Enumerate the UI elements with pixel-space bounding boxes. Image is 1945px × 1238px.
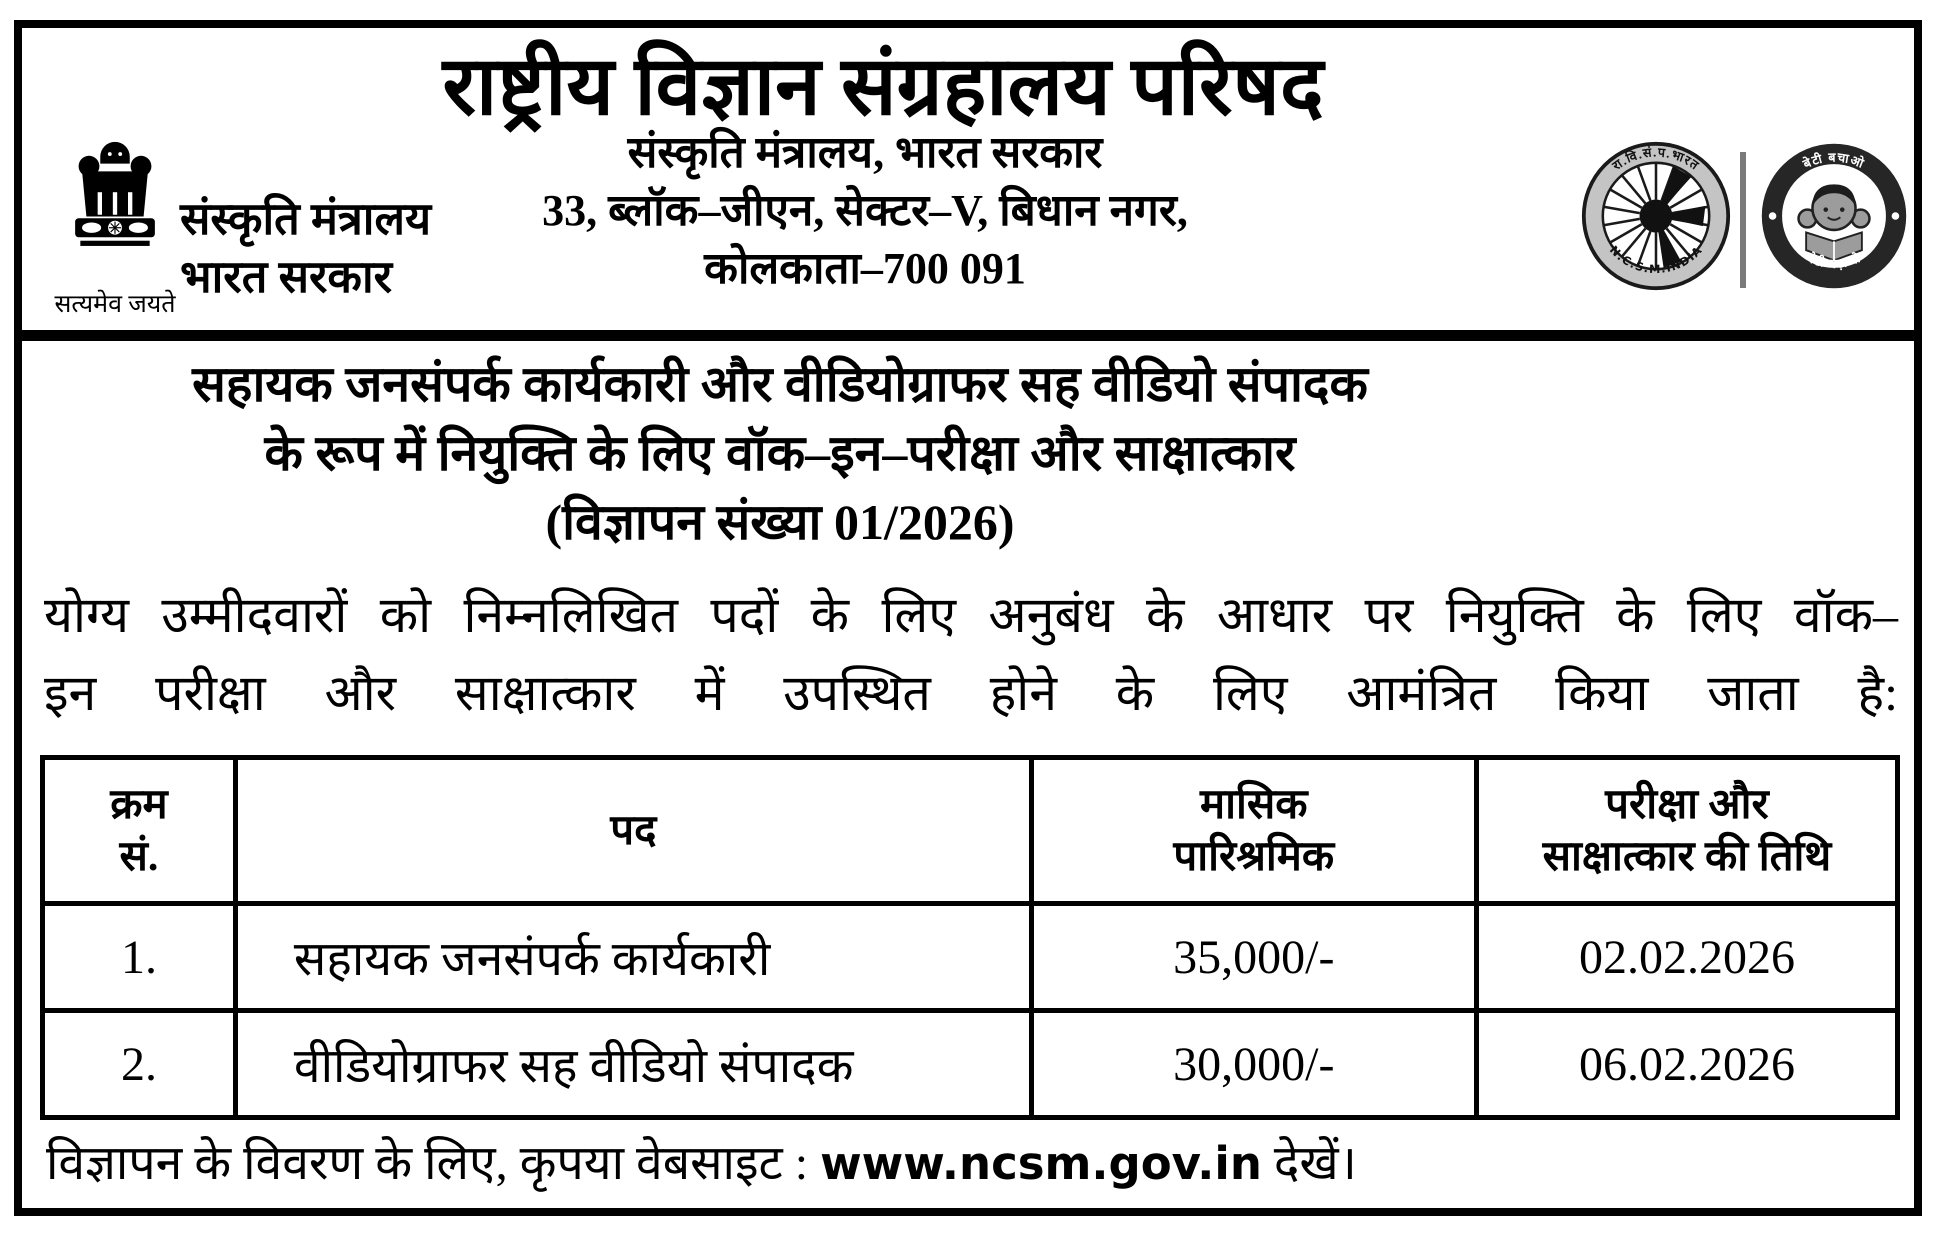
- header-divider: [22, 330, 1914, 341]
- table-header-row: क्रम सं. पद मासिक पारिश्रमिक परीक्षा और …: [40, 755, 1901, 906]
- ashoka-emblem-icon: [75, 141, 155, 246]
- address-line1: संस्कृति मंत्रालय, भारत सरकार: [627, 128, 1103, 177]
- column-header-date: परीक्षा और साक्षात्कार की तिथि: [1473, 755, 1901, 906]
- ministry-name-block: संस्कृति मंत्रालय भारत सरकार: [180, 190, 431, 306]
- address-line3: कोलकाता–700 091: [704, 244, 1026, 293]
- footer-note: विज्ञापन के विवरण के लिए, कृपया वेबसाइट …: [46, 1128, 1896, 1200]
- intro-line1: योग्य उम्मीदवारों को निम्नलिखित पदों के …: [44, 587, 1898, 643]
- column-header-serial-line1: क्रम: [110, 781, 168, 828]
- table-row: 2. वीडियोग्राफर सह वीडियो संपादक 30,000/…: [40, 1008, 1901, 1120]
- salary-cell: 30,000/-: [1028, 1008, 1479, 1120]
- post-cell: सहायक जनसंपर्क कार्यकारी: [232, 901, 1034, 1013]
- date-cell: 02.02.2026: [1473, 901, 1901, 1013]
- column-header-serial: क्रम सं.: [40, 755, 238, 906]
- notice-heading-block: सहायक जनसंपर्क कार्यकारी और वीडियोग्राफर…: [22, 350, 1538, 557]
- logo-separator: [1740, 152, 1746, 288]
- post-cell: वीडियोग्राफर सह वीडियो संपादक: [232, 1008, 1034, 1120]
- notice-heading-line3: (विज्ञापन संख्या 01/2026): [545, 494, 1015, 550]
- serial-cell: 2.: [40, 1008, 238, 1120]
- ministry-line1: संस्कृति मंत्रालय: [180, 194, 432, 244]
- notice-heading-line2: के रूप में नियुक्ति के लिए वॉक–इन–परीक्ष…: [264, 425, 1296, 481]
- emblem-motto: सत्यमेव जयते: [54, 291, 176, 318]
- column-header-date-line2: साक्षात्कार की तिथि: [1542, 833, 1832, 880]
- national-emblem-block: सत्यमेव जयते: [50, 116, 180, 320]
- salary-cell: 35,000/-: [1028, 901, 1479, 1013]
- beti-bachao-beti-padhao-logo-icon: बेटी बचाओ बेटी पढ़ाओ: [1758, 140, 1910, 292]
- ncsm-logo-icon: रा.वि.सं.प.भारत N.C.S.M.INDIA: [1580, 140, 1732, 292]
- address-block: संस्कृति मंत्रालय, भारत सरकार 33, ब्लॉक–…: [330, 124, 1400, 298]
- serial-cell: 1.: [40, 901, 238, 1013]
- column-header-salary-line2: पारिश्रमिक: [1173, 833, 1335, 880]
- website-link: www.ncsm.gov.in: [820, 1137, 1262, 1190]
- date-cell: 06.02.2026: [1473, 1008, 1901, 1120]
- notice-heading-line1: सहायक जनसंपर्क कार्यकारी और वीडियोग्राफर…: [192, 356, 1368, 412]
- footer-text-prefix: विज्ञापन के विवरण के लिए, कृपया वेबसाइट …: [46, 1137, 821, 1190]
- table-row: 1. सहायक जनसंपर्क कार्यकारी 35,000/- 02.…: [40, 901, 1901, 1013]
- column-header-serial-line2: सं.: [119, 833, 159, 880]
- column-header-salary-line1: मासिक: [1200, 781, 1308, 828]
- column-header-post: पद: [232, 755, 1034, 906]
- column-header-salary: मासिक पारिश्रमिक: [1028, 755, 1479, 906]
- ministry-line2: भारत सरकार: [180, 252, 393, 302]
- intro-paragraph: योग्य उम्मीदवारों को निम्नलिखित पदों के …: [44, 576, 1898, 732]
- intro-line2: इन परीक्षा और साक्षात्कार में उपस्थित हो…: [44, 665, 1898, 721]
- vacancy-table: क्रम सं. पद मासिक पारिश्रमिक परीक्षा और …: [40, 755, 1901, 1120]
- footer-text-suffix: देखें।: [1261, 1137, 1357, 1190]
- organization-title: राष्ट्रीय विज्ञान संग्रहालय परिषद: [442, 41, 1324, 132]
- column-header-date-line1: परीक्षा और: [1605, 781, 1769, 828]
- notice-border-frame: राष्ट्रीय विज्ञान संग्रहालय परिषद: [14, 20, 1922, 1216]
- address-line2: 33, ब्लॉक–जीएन, सेक्टर–V, बिधान नगर,: [542, 186, 1188, 235]
